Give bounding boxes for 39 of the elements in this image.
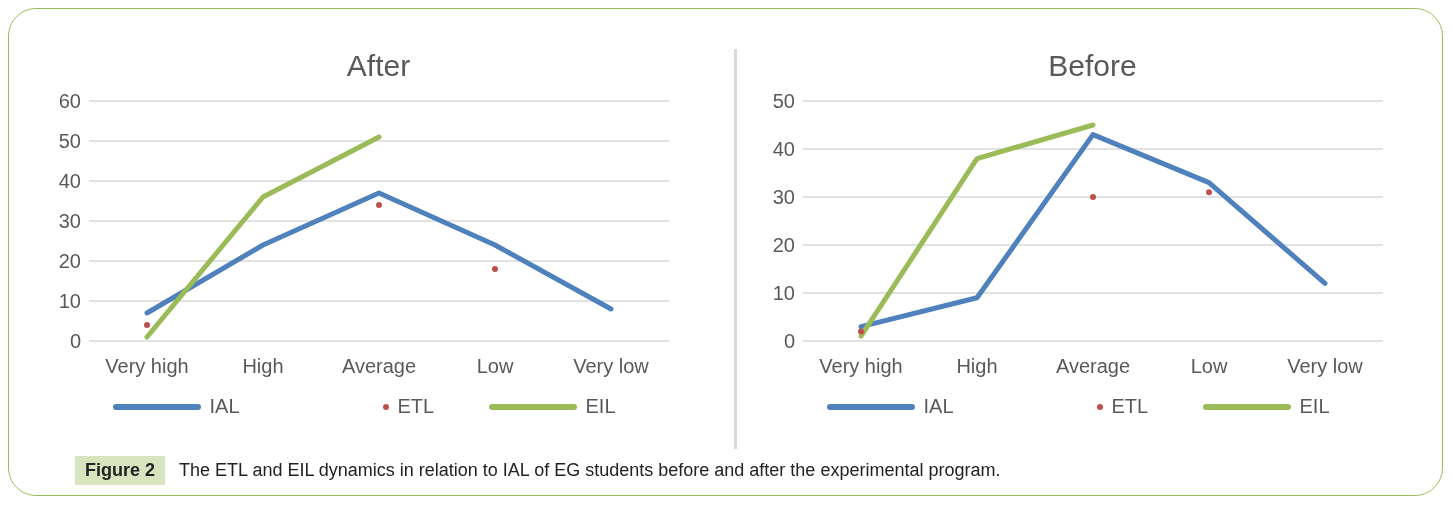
point <box>492 266 498 272</box>
legend-label: IAL <box>923 395 955 418</box>
x-tick-label: Average <box>341 355 417 378</box>
legend-label: EIL <box>1299 395 1331 418</box>
x-tick-label: Very low <box>1287 355 1364 378</box>
y-tick-label: 0 <box>69 330 81 353</box>
point <box>1090 194 1096 200</box>
x-tick-label: High <box>242 355 284 378</box>
y-tick-label: 0 <box>783 330 795 353</box>
x-tick-label: Low <box>1190 355 1228 378</box>
chart-title: Before <box>1047 49 1138 83</box>
y-tick-label: 50 <box>58 130 81 153</box>
y-tick-label: 20 <box>772 234 795 257</box>
x-tick-label: Very low <box>573 355 650 378</box>
y-tick-label: 50 <box>772 90 795 113</box>
y-tick-label: 10 <box>58 290 81 313</box>
x-tick-label: Low <box>476 355 514 378</box>
legend-label: EIL <box>585 395 617 418</box>
y-tick-label: 40 <box>772 138 795 161</box>
legend-label: ETL <box>1111 395 1150 418</box>
y-tick-label: 20 <box>58 250 81 273</box>
x-tick-label: Very high <box>105 355 189 378</box>
y-tick-label: 30 <box>772 186 795 209</box>
point <box>144 322 150 328</box>
caption: Figure 2 <box>75 456 166 485</box>
point <box>1206 189 1212 196</box>
x-tick-label: Average <box>1055 355 1131 378</box>
y-tick-label: 10 <box>772 282 795 305</box>
legend-label: IAL <box>209 395 241 418</box>
text: The ETL and EIL dynamics in relation to IAL of EG students before and after the experimental program. <box>179 460 1001 481</box>
y-tick-label: 60 <box>58 90 81 113</box>
x-tick-label: High <box>956 355 998 378</box>
x-tick-label: Very high <box>819 355 903 378</box>
point <box>376 202 382 208</box>
y-tick-label: 30 <box>58 210 81 233</box>
chart-title: After <box>345 49 412 83</box>
y-tick-label: 40 <box>58 170 81 193</box>
legend-label: ETL <box>397 395 436 418</box>
point <box>858 328 864 335</box>
